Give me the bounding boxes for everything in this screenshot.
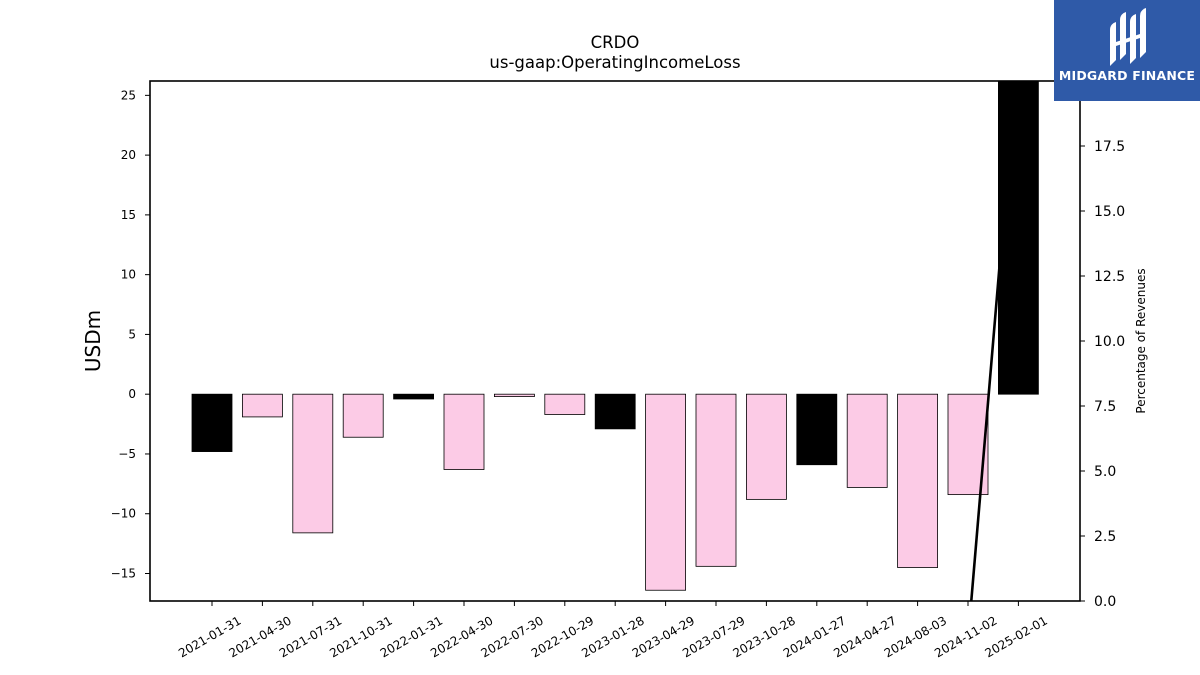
y-tick-label: 0: [128, 387, 136, 401]
y-tick-label: −10: [111, 507, 136, 521]
logo-text: MIDGARD FINANCE: [1058, 68, 1196, 83]
bar-2024-08-03: [897, 393, 938, 568]
bar-2024-01-27: [796, 393, 838, 466]
y2-tick-label: 7.5: [1094, 399, 1116, 415]
y2-axis-label: Percentage of Revenues: [1134, 268, 1148, 413]
y2-tick-label: 0.0: [1094, 594, 1116, 610]
x-axis: 2021-01-312021-04-302021-07-312021-10-31…: [176, 601, 1050, 660]
revenue-percentage-line: [969, 81, 1017, 601]
y2-tick-label: 2.5: [1094, 529, 1116, 545]
y2-tick-label: 15.0: [1094, 204, 1125, 220]
y-tick-label: 20: [121, 148, 136, 162]
bar-2023-07-29: [695, 393, 737, 567]
plot-frame: [149, 80, 1081, 602]
y2-tick-label: 12.5: [1094, 269, 1125, 285]
y-axis-left: −15 −10 −5 0 5 10 15 20 25: [111, 88, 150, 581]
midgard-logo-icon: [1110, 8, 1146, 66]
chart-title: CRDO: [591, 33, 640, 52]
bar-2023-04-29: [645, 393, 686, 591]
y2-tick-label: 5.0: [1094, 464, 1116, 480]
y2-tick-label: 10.0: [1094, 334, 1125, 350]
y-axis-label: USDm: [81, 310, 105, 372]
bar-2023-10-28: [746, 393, 787, 500]
bars-group: [191, 81, 1039, 591]
y-axis-right: 0.0 2.5 5.0 7.5 10.0 12.5 15.0 17.5: [1080, 139, 1125, 610]
y-tick-label: 15: [121, 208, 136, 222]
y-tick-label: −15: [111, 567, 136, 581]
chart-subtitle: us-gaap:OperatingIncomeLoss: [489, 53, 740, 72]
bar-2022-04-30: [443, 393, 485, 470]
y-tick-label: 5: [128, 327, 136, 341]
bar-2025-02-01: [998, 81, 1039, 395]
bar-2021-10-31: [342, 393, 384, 438]
bar-2021-07-31: [292, 393, 334, 534]
bar-2023-01-28: [594, 393, 636, 430]
bar-2024-04-27: [846, 393, 888, 488]
bar-2021-04-30: [241, 393, 283, 418]
brand-logo: MIDGARD FINANCE: [1054, 0, 1200, 101]
line-group: [969, 81, 1017, 601]
y2-tick-label: 17.5: [1094, 139, 1125, 155]
bar-2022-07-30: [493, 393, 535, 397]
bar-2021-01-31: [191, 393, 233, 452]
bar-2022-01-31: [393, 393, 435, 400]
y-tick-label: 25: [121, 88, 136, 102]
bar-2022-10-29: [544, 393, 586, 415]
y-tick-label: −5: [118, 447, 136, 461]
y-tick-label: 10: [121, 268, 136, 282]
